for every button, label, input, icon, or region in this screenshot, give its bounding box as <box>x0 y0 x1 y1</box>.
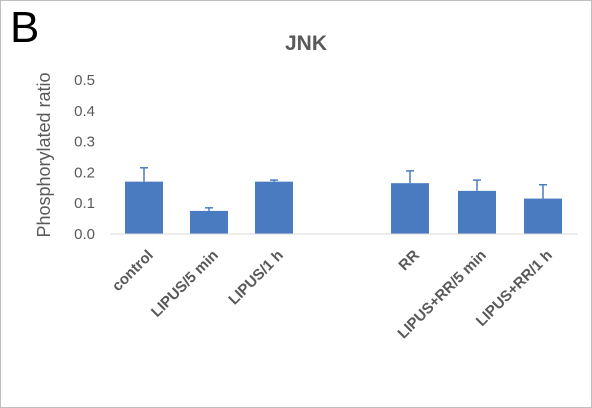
y-tick-label: 0.0 <box>74 226 95 243</box>
x-category-label: LIPUS/5 min <box>148 247 222 321</box>
bar <box>524 198 562 234</box>
bar <box>190 210 228 234</box>
bar <box>391 183 429 234</box>
chart-title: JNK <box>285 32 327 55</box>
bars <box>125 181 562 234</box>
bar <box>255 181 293 234</box>
x-category-label: control <box>109 247 157 295</box>
y-axis-label: Phosphorylated ratio <box>34 72 54 237</box>
y-tick-label: 0.4 <box>74 103 95 120</box>
y-tick-label: 0.2 <box>74 164 95 181</box>
bar <box>458 190 496 234</box>
x-category-label: RR <box>395 247 422 274</box>
error-bars <box>140 167 547 211</box>
x-category-label: LIPUS/1 h <box>225 247 287 309</box>
y-axis-ticks: 0.0 0.1 0.2 0.3 0.4 0.5 <box>74 72 95 243</box>
panel-letter: B <box>10 3 40 52</box>
y-tick-label: 0.1 <box>74 195 95 212</box>
bar <box>125 181 163 234</box>
y-tick-label: 0.5 <box>74 72 95 89</box>
y-tick-label: 0.3 <box>74 134 95 151</box>
